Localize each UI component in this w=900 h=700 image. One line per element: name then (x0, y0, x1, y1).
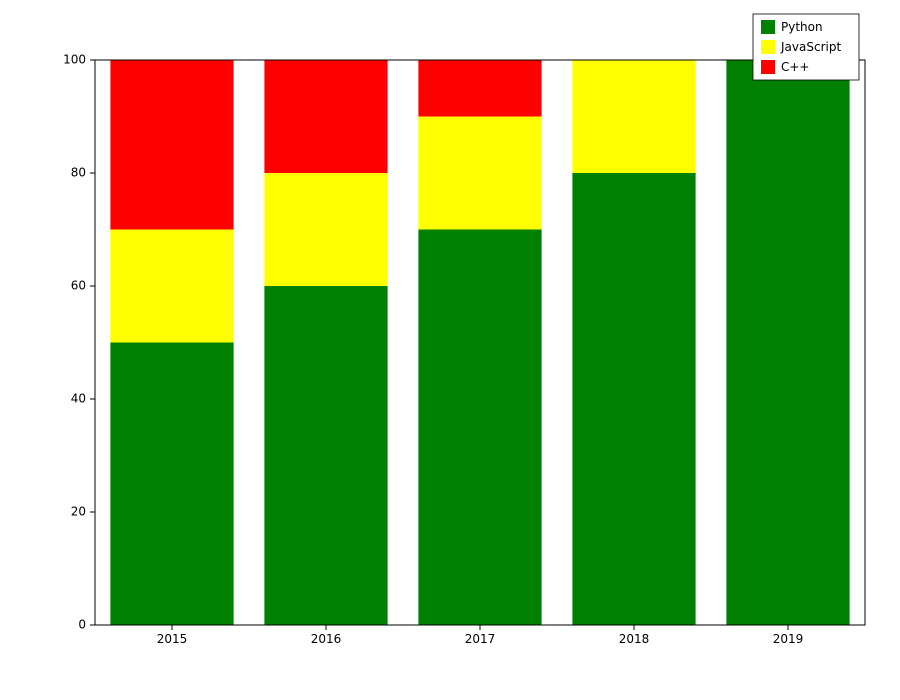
x-tick-label: 2016 (311, 632, 342, 646)
y-tick-label: 40 (71, 392, 86, 406)
bar-segment (572, 173, 695, 625)
legend-swatch (761, 20, 775, 34)
x-tick-label: 2018 (619, 632, 650, 646)
bar-segment (418, 117, 541, 230)
bar-segment (264, 60, 387, 173)
y-tick-label: 20 (71, 505, 86, 519)
bars-group (110, 60, 849, 625)
legend-swatch (761, 40, 775, 54)
legend-swatch (761, 60, 775, 74)
bar-segment (264, 286, 387, 625)
x-tick-label: 2017 (465, 632, 496, 646)
bar-segment (110, 60, 233, 230)
x-tick-label: 2019 (773, 632, 804, 646)
y-tick-label: 80 (71, 166, 86, 180)
chart-svg: 0 20 40 60 80 100 2015 2016 2017 2018 2019 Python… (0, 0, 900, 700)
x-tick-label: 2015 (157, 632, 188, 646)
bar-segment (264, 173, 387, 286)
y-tick-label: 100 (63, 53, 86, 67)
stacked-bar-chart: 0 20 40 60 80 100 2015 2016 2017 2018 2019 Python… (0, 0, 900, 700)
bar-segment (726, 60, 849, 625)
legend-label: Python (781, 20, 823, 34)
legend: Python JavaScript C++ (753, 14, 859, 80)
legend-label: JavaScript (780, 40, 841, 54)
legend-label: C++ (781, 60, 810, 74)
bar-segment (418, 230, 541, 626)
y-tick-label: 0 (78, 618, 86, 632)
bar-segment (110, 343, 233, 626)
x-ticks: 2015 2016 2017 2018 2019 (157, 625, 804, 646)
y-ticks: 0 20 40 60 80 100 (63, 53, 95, 632)
bar-segment (110, 230, 233, 343)
bar-segment (418, 60, 541, 117)
bar-segment (572, 60, 695, 173)
y-tick-label: 60 (71, 279, 86, 293)
